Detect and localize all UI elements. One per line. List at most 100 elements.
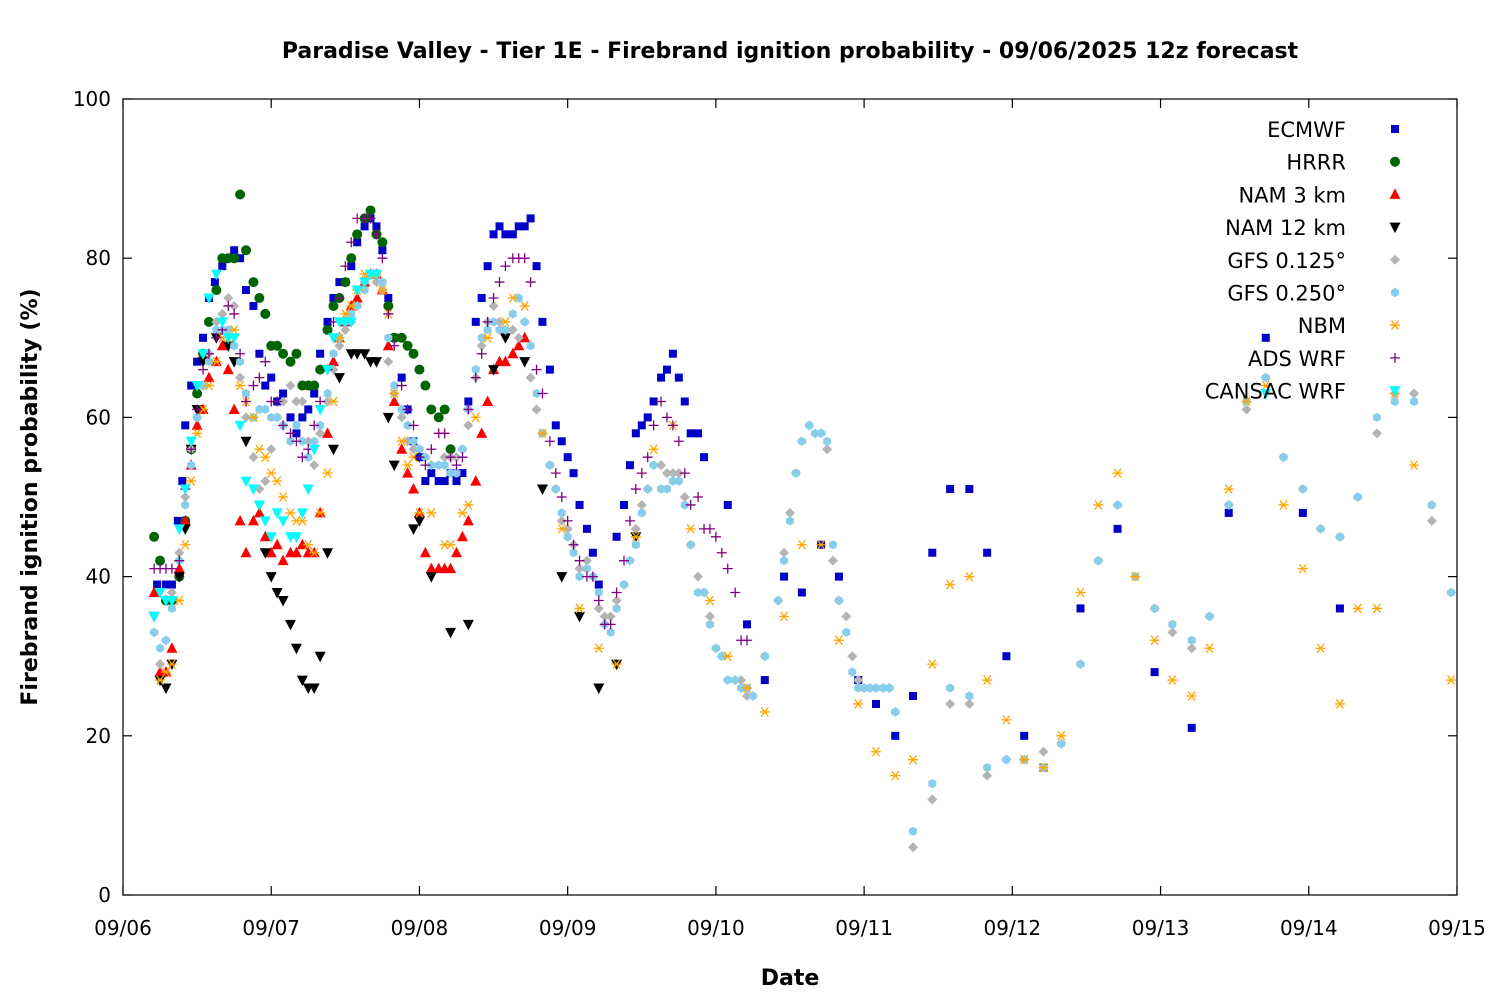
point-nbm bbox=[285, 508, 296, 518]
point-nbm bbox=[1167, 675, 1178, 685]
point-nbm bbox=[229, 324, 240, 335]
point-ads-wrf bbox=[618, 555, 629, 566]
point-nam-12-km bbox=[388, 460, 400, 472]
point-gfs-0-125 bbox=[693, 571, 704, 582]
point-gfs-0-250 bbox=[421, 452, 430, 462]
point-ecmwf bbox=[1113, 524, 1122, 533]
point-gfs-0-250 bbox=[774, 595, 783, 606]
legend-label: CANSAC WRF bbox=[1205, 380, 1346, 404]
point-gfs-0-250 bbox=[353, 301, 362, 311]
point-gfs-0-125 bbox=[383, 356, 394, 367]
point-ecmwf bbox=[1224, 508, 1233, 517]
point-cansac-wrf bbox=[185, 436, 197, 448]
point-nam-3-km bbox=[507, 347, 519, 359]
point-ecmwf bbox=[384, 294, 393, 302]
point-hrrr bbox=[426, 404, 437, 415]
point-hrrr bbox=[272, 340, 283, 351]
point-gfs-0-250 bbox=[946, 683, 955, 693]
point-ecmwf bbox=[686, 429, 695, 438]
point-ads-wrf bbox=[611, 587, 622, 598]
point-gfs-0-250 bbox=[631, 540, 640, 550]
point-nbm bbox=[1112, 468, 1123, 479]
point-ads-wrf bbox=[396, 380, 407, 391]
point-gfs-0-250 bbox=[983, 763, 992, 773]
point-ads-wrf bbox=[494, 277, 505, 288]
point-hrrr bbox=[309, 380, 320, 391]
point-gfs-0-125 bbox=[667, 468, 678, 479]
legend-marker bbox=[1391, 125, 1399, 133]
point-nam-3-km bbox=[191, 419, 203, 430]
point-ecmwf bbox=[1261, 333, 1270, 342]
point-nbm bbox=[166, 659, 177, 670]
series bbox=[149, 213, 753, 646]
point-ecmwf bbox=[946, 485, 955, 494]
point-gfs-0-250 bbox=[680, 500, 689, 510]
point-gfs-0-250 bbox=[167, 603, 176, 613]
point-gfs-0-125 bbox=[340, 324, 351, 335]
point-ads-wrf bbox=[544, 436, 555, 447]
point-ecmwf bbox=[612, 532, 621, 541]
point-cansac-wrf bbox=[359, 277, 371, 289]
point-gfs-0-250 bbox=[187, 460, 196, 470]
point-hrrr bbox=[365, 205, 376, 216]
point-gfs-0-250 bbox=[347, 309, 356, 319]
point-gfs-0-250 bbox=[205, 357, 213, 367]
series bbox=[148, 333, 642, 695]
point-gfs-0-125 bbox=[785, 507, 795, 518]
point-nbm bbox=[180, 539, 191, 550]
point-cansac-wrf bbox=[173, 524, 185, 535]
point-gfs-0-250 bbox=[156, 643, 164, 653]
point-nam-12-km bbox=[322, 548, 334, 559]
point-gfs-0-250 bbox=[489, 317, 498, 327]
point-hrrr bbox=[433, 412, 444, 423]
point-nbm bbox=[414, 508, 425, 518]
point-nam-3-km bbox=[296, 538, 308, 550]
point-ads-wrf bbox=[722, 563, 733, 574]
point-ecmwf bbox=[557, 437, 566, 446]
point-ecmwf bbox=[625, 461, 634, 470]
legend-label: NAM 3 km bbox=[1238, 183, 1346, 207]
point-nam-3-km bbox=[322, 427, 334, 438]
point-nam-12-km bbox=[445, 627, 457, 639]
point-gfs-0-250 bbox=[594, 587, 603, 598]
point-nam-12-km bbox=[408, 524, 420, 535]
point-ecmwf bbox=[532, 262, 541, 271]
point-nbm bbox=[203, 380, 214, 391]
point-gfs-0-250 bbox=[390, 381, 399, 391]
point-gfs-0-250 bbox=[162, 635, 170, 645]
point-cansac-wrf bbox=[253, 500, 265, 511]
point-nbm bbox=[870, 746, 881, 757]
point-gfs-0-125 bbox=[180, 492, 191, 502]
point-ads-wrf bbox=[451, 460, 462, 471]
point-nbm bbox=[315, 508, 326, 518]
point-gfs-0-250 bbox=[723, 675, 732, 685]
point-cansac-wrf bbox=[290, 532, 302, 543]
point-nam-3-km bbox=[451, 546, 462, 558]
point-nbm bbox=[1001, 714, 1012, 725]
point-nbm bbox=[519, 301, 530, 311]
point-gfs-0-125 bbox=[964, 698, 975, 709]
point-hrrr bbox=[439, 404, 450, 415]
point-gfs-0-250 bbox=[829, 540, 837, 550]
point-gfs-0-250 bbox=[273, 412, 282, 422]
legend-label: NBM bbox=[1298, 314, 1346, 338]
point-nbm bbox=[722, 651, 733, 662]
point-gfs-0-250 bbox=[625, 556, 634, 566]
point-gfs-0-250 bbox=[797, 436, 806, 446]
point-hrrr bbox=[192, 388, 203, 399]
point-nam-3-km bbox=[470, 475, 482, 486]
x-tick-label: 09/10 bbox=[687, 916, 745, 940]
point-nam-12-km bbox=[499, 333, 511, 344]
point-gfs-0-125 bbox=[656, 460, 667, 471]
point-nbm bbox=[1352, 603, 1363, 614]
point-ads-wrf bbox=[426, 444, 437, 455]
point-nam-3-km bbox=[462, 514, 474, 526]
point-nbm bbox=[648, 444, 659, 455]
point-gfs-0-250 bbox=[298, 436, 307, 446]
point-ecmwf bbox=[643, 413, 652, 422]
point-ecmwf bbox=[1335, 604, 1344, 613]
point-gfs-0-125 bbox=[636, 499, 647, 510]
point-gfs-0-250 bbox=[848, 667, 857, 677]
point-gfs-0-125 bbox=[513, 332, 524, 343]
point-nam-3-km bbox=[166, 642, 178, 653]
